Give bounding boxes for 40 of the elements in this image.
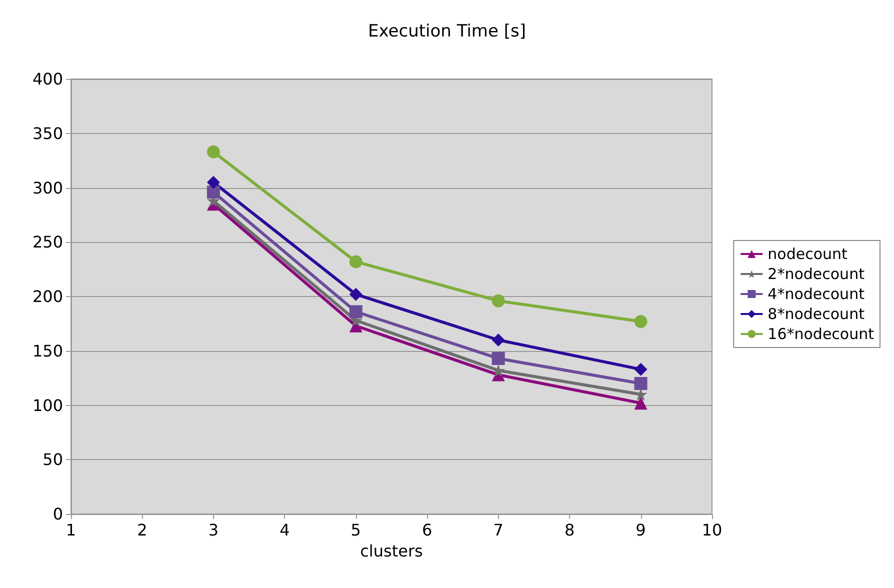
- x-tick-label: 4: [280, 520, 290, 540]
- y-tick-label: 400: [32, 70, 63, 88]
- legend-label: 4*nodecount: [768, 285, 865, 303]
- y-tick-label: 50: [42, 450, 63, 470]
- point: [492, 334, 505, 346]
- point: [492, 294, 505, 308]
- point: [634, 362, 648, 376]
- y-tick-label: 100: [32, 396, 63, 415]
- point: [492, 352, 505, 365]
- point: [349, 288, 362, 301]
- point: [206, 176, 220, 189]
- point: [206, 186, 220, 199]
- point: [349, 255, 362, 268]
- y-tick-label: 250: [32, 232, 63, 252]
- y-tick-label: 150: [32, 341, 63, 360]
- y-tick-label: 200: [32, 287, 63, 306]
- y-tick-label: 350: [32, 124, 63, 143]
- x-tick-label: 2: [137, 520, 148, 540]
- legend-label: 2*nodecount: [768, 265, 865, 283]
- legend-label: 8*nodecount: [768, 305, 865, 323]
- x-tick-label: 9: [636, 520, 646, 540]
- y-tick-label: 300: [32, 178, 63, 198]
- point: [634, 315, 648, 328]
- point: [349, 305, 362, 318]
- legend-label: 16*nodecount: [768, 325, 874, 343]
- point: [634, 396, 648, 410]
- x-tick-label: 3: [208, 520, 219, 540]
- x-tick-label: 8: [564, 520, 575, 540]
- point: [634, 377, 648, 390]
- x-tick-label: 5: [350, 520, 361, 540]
- point: [206, 145, 220, 158]
- chart-title: Execution Time [s]: [368, 22, 526, 42]
- legend-label: nodecount: [768, 245, 848, 263]
- x-axis-title: clusters: [360, 541, 423, 560]
- y-tick-label: 0: [52, 504, 63, 524]
- x-tick-label: 10: [702, 520, 722, 540]
- point: [492, 364, 505, 377]
- x-tick-label: 7: [493, 520, 504, 540]
- x-tick-label: 6: [422, 520, 432, 540]
- x-tick-label: 1: [66, 520, 76, 540]
